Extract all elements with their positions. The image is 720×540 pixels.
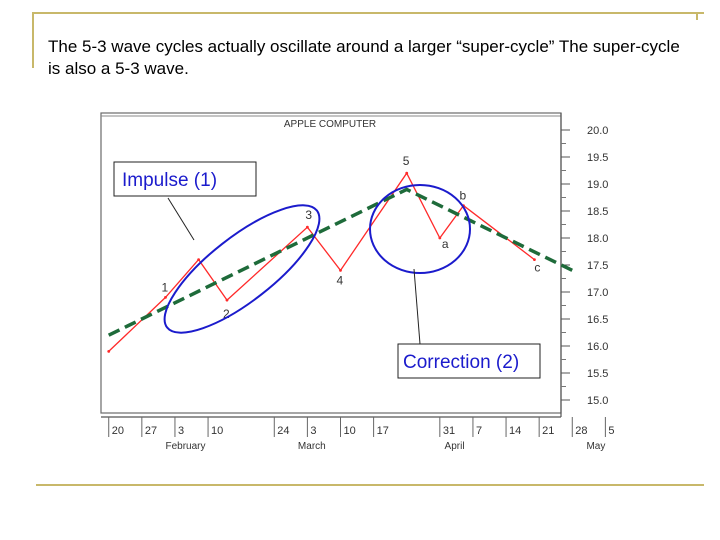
price-point [339, 269, 342, 272]
y-tick-label: 19.0 [587, 179, 608, 191]
x-tick-label: 21 [542, 425, 554, 437]
y-tick-label: 16.0 [587, 341, 608, 353]
y-tick-label: 15.5 [587, 368, 608, 380]
correction-pointer [413, 268, 421, 345]
x-tick-label: 28 [575, 425, 587, 437]
x-tick-label: 27 [145, 425, 157, 437]
x-month-label: April [445, 441, 465, 452]
wave-label: b [459, 189, 466, 203]
left-rule [32, 12, 34, 68]
chart-container: APPLE COMPUTER 20.0 19.5 19.0 18.5 18.0 17.5 1… [100, 112, 687, 457]
price-point [533, 258, 536, 261]
wave-label: 3 [305, 208, 312, 222]
chart-svg: APPLE COMPUTER 20.0 19.5 19.0 18.5 18.0 17.5 1… [100, 112, 687, 452]
x-month-label: May [586, 441, 605, 452]
x-tick-label: 7 [476, 425, 482, 437]
y-tick-label: 17.0 [587, 287, 608, 299]
correction-ellipse [369, 184, 471, 274]
wave-label: 4 [337, 273, 344, 287]
corner-tick [696, 12, 698, 20]
x-tick-label: 14 [509, 425, 521, 437]
super-cycle-line [107, 187, 574, 337]
y-tick-label: 18.5 [587, 206, 608, 218]
x-tick-label: 3 [310, 425, 316, 437]
impulse-ellipse [163, 204, 321, 334]
y-tick-label: 15.0 [587, 395, 608, 407]
wave-label: a [442, 237, 449, 251]
slide-text: The 5-3 wave cycles actually oscillate a… [48, 37, 680, 78]
chart-title: APPLE COMPUTER [284, 119, 376, 130]
x-tick-label: 24 [277, 425, 289, 437]
x-tick-label: 5 [608, 425, 614, 437]
x-tick-label: 10 [344, 425, 356, 437]
x-tick-label: 20 [112, 425, 124, 437]
price-point [305, 225, 309, 229]
bottom-rule [36, 484, 704, 486]
impulse-callout-box [113, 161, 257, 197]
correction-callout-box [397, 343, 541, 379]
price-point [197, 258, 200, 261]
price-point [107, 350, 111, 353]
y-tick-label: 19.5 [587, 152, 608, 164]
price-point [225, 298, 229, 302]
x-month-label: February [165, 441, 205, 452]
price-line [108, 171, 535, 352]
x-month-label: March [298, 441, 326, 452]
wave-label: c [534, 261, 540, 275]
x-tick-label: 3 [178, 425, 184, 437]
price-point [438, 236, 442, 240]
top-rule [32, 12, 704, 14]
wave-label: 5 [403, 154, 410, 168]
y-tick-label: 16.5 [587, 314, 608, 326]
price-point [405, 171, 409, 175]
impulse-pointer [167, 197, 195, 241]
y-tick-label: 18.0 [587, 233, 608, 245]
correction-callout-text: Correction (2) [403, 352, 519, 373]
y-tick-label: 20.0 [587, 125, 608, 137]
price-point [164, 296, 167, 299]
wave-label: 1 [161, 280, 168, 294]
x-tick-label: 31 [443, 425, 455, 437]
y-tick-label: 17.5 [587, 260, 608, 272]
x-tick-label: 10 [211, 425, 223, 437]
impulse-callout-text: Impulse (1) [122, 170, 217, 191]
wave-label: 2 [223, 307, 230, 321]
x-tick-label: 17 [377, 425, 389, 437]
